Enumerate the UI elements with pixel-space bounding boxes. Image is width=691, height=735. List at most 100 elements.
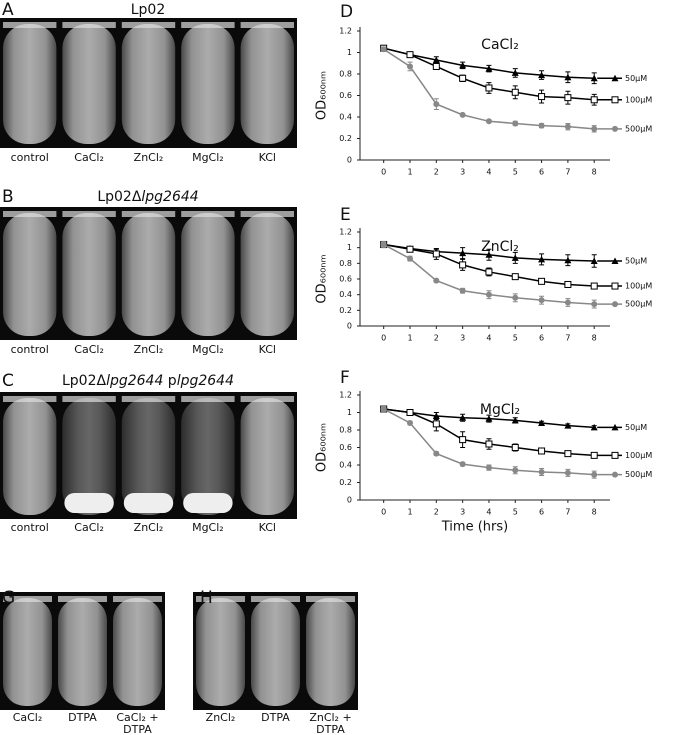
tube-label: control xyxy=(11,343,49,356)
tube xyxy=(181,24,235,144)
x-tick-label: 1 xyxy=(407,334,412,343)
x-tick-label: 1 xyxy=(407,168,412,177)
panel-letter: C xyxy=(2,371,14,391)
data-point xyxy=(485,84,493,92)
y-tick-label: 0.2 xyxy=(339,478,352,487)
tube-rim xyxy=(3,396,57,402)
y-tick-label: 1 xyxy=(347,48,352,57)
tube-rim xyxy=(181,22,235,28)
x-tick-label: 6 xyxy=(539,334,544,343)
data-point xyxy=(459,436,467,444)
x-tick-label: 6 xyxy=(539,168,544,177)
tube xyxy=(3,24,57,144)
panel-letter: D xyxy=(340,2,353,22)
y-tick-label: 0 xyxy=(347,156,352,165)
tube-label: DTPA xyxy=(316,723,345,735)
data-point xyxy=(590,96,598,104)
legend-label: 500µM xyxy=(625,124,652,133)
data-point xyxy=(564,422,572,429)
data-point xyxy=(591,301,598,308)
data-point xyxy=(459,249,467,257)
data-point xyxy=(564,280,572,288)
chart-title: MgCl₂ xyxy=(480,402,520,418)
y-tick-label: 0.4 xyxy=(339,290,352,299)
tube-label: ZnCl₂ xyxy=(206,711,236,724)
tube-rim xyxy=(121,211,176,217)
panel-letter: G xyxy=(2,588,15,608)
x-tick-label: 4 xyxy=(486,168,491,177)
panel-letter: E xyxy=(340,205,351,225)
tube-rim xyxy=(240,396,294,402)
legend-marker xyxy=(612,471,618,478)
data-point xyxy=(590,257,598,264)
x-tick-label: 2 xyxy=(434,168,439,177)
panel-letter: B xyxy=(2,187,14,207)
tube xyxy=(3,398,57,515)
tube-rim xyxy=(3,211,57,217)
legend-marker xyxy=(611,282,619,290)
legend-label: 50µM xyxy=(625,74,647,83)
tube-label: CaCl₂ xyxy=(74,521,104,534)
x-tick-label: 6 xyxy=(539,508,544,517)
tube-label: KCl xyxy=(259,151,276,164)
data-point xyxy=(564,299,571,306)
data-point xyxy=(538,93,546,101)
data-point xyxy=(432,250,440,258)
data-point xyxy=(564,94,572,102)
data-point xyxy=(511,69,519,76)
pellet xyxy=(123,493,174,513)
data-point xyxy=(432,62,440,70)
tube-label: ZnCl₂ + xyxy=(309,711,351,724)
data-point xyxy=(512,294,519,301)
data-point xyxy=(485,251,493,258)
tube-label: ZnCl₂ xyxy=(134,151,164,164)
tube xyxy=(121,24,176,144)
tube-label: control xyxy=(11,521,49,534)
x-tick-label: 3 xyxy=(460,508,465,517)
title-part: lpg2644 xyxy=(106,373,163,389)
x-tick-label: 0 xyxy=(381,168,386,177)
title-part: Lp02Δ xyxy=(62,373,107,389)
tube-label: MgCl₂ xyxy=(192,151,224,164)
tube xyxy=(240,24,294,144)
tube xyxy=(3,213,57,336)
tube-rim xyxy=(251,596,300,602)
data-point xyxy=(564,123,571,130)
tube-rim xyxy=(181,211,235,217)
chart-title: ZnCl₂ xyxy=(481,239,519,255)
tube-rim xyxy=(62,22,116,28)
legend-marker xyxy=(612,301,618,308)
tube xyxy=(62,213,116,336)
x-tick-label: 2 xyxy=(434,508,439,517)
data-point xyxy=(512,120,519,127)
data-point xyxy=(406,245,414,253)
data-point xyxy=(407,420,413,426)
panel-title: Lp02 xyxy=(131,2,166,18)
y-tick-label: 0.4 xyxy=(339,461,352,470)
data-point xyxy=(380,241,387,248)
pellet xyxy=(183,493,233,513)
tube-label: CaCl₂ xyxy=(74,343,104,356)
data-point xyxy=(511,273,519,281)
data-point xyxy=(459,261,467,269)
x-tick-label: 5 xyxy=(513,508,518,517)
data-point xyxy=(459,287,466,294)
tube-label: KCl xyxy=(259,521,276,534)
data-point xyxy=(485,440,493,448)
x-tick-label: 0 xyxy=(381,334,386,343)
title-part: Lp02Δ xyxy=(97,189,142,205)
x-tick-label: 3 xyxy=(460,334,465,343)
legend-marker xyxy=(612,125,618,132)
tube xyxy=(62,24,116,144)
y-tick-label: 0.2 xyxy=(339,306,352,315)
data-point xyxy=(485,65,493,72)
tube-rim xyxy=(196,596,245,602)
tube-label: MgCl₂ xyxy=(192,521,224,534)
panel-letter: H xyxy=(200,588,213,608)
tube xyxy=(121,213,176,336)
title-part: p xyxy=(163,373,176,389)
tube-rim xyxy=(58,596,107,602)
data-point xyxy=(564,450,572,458)
y-tick-label: 0.6 xyxy=(339,275,352,284)
